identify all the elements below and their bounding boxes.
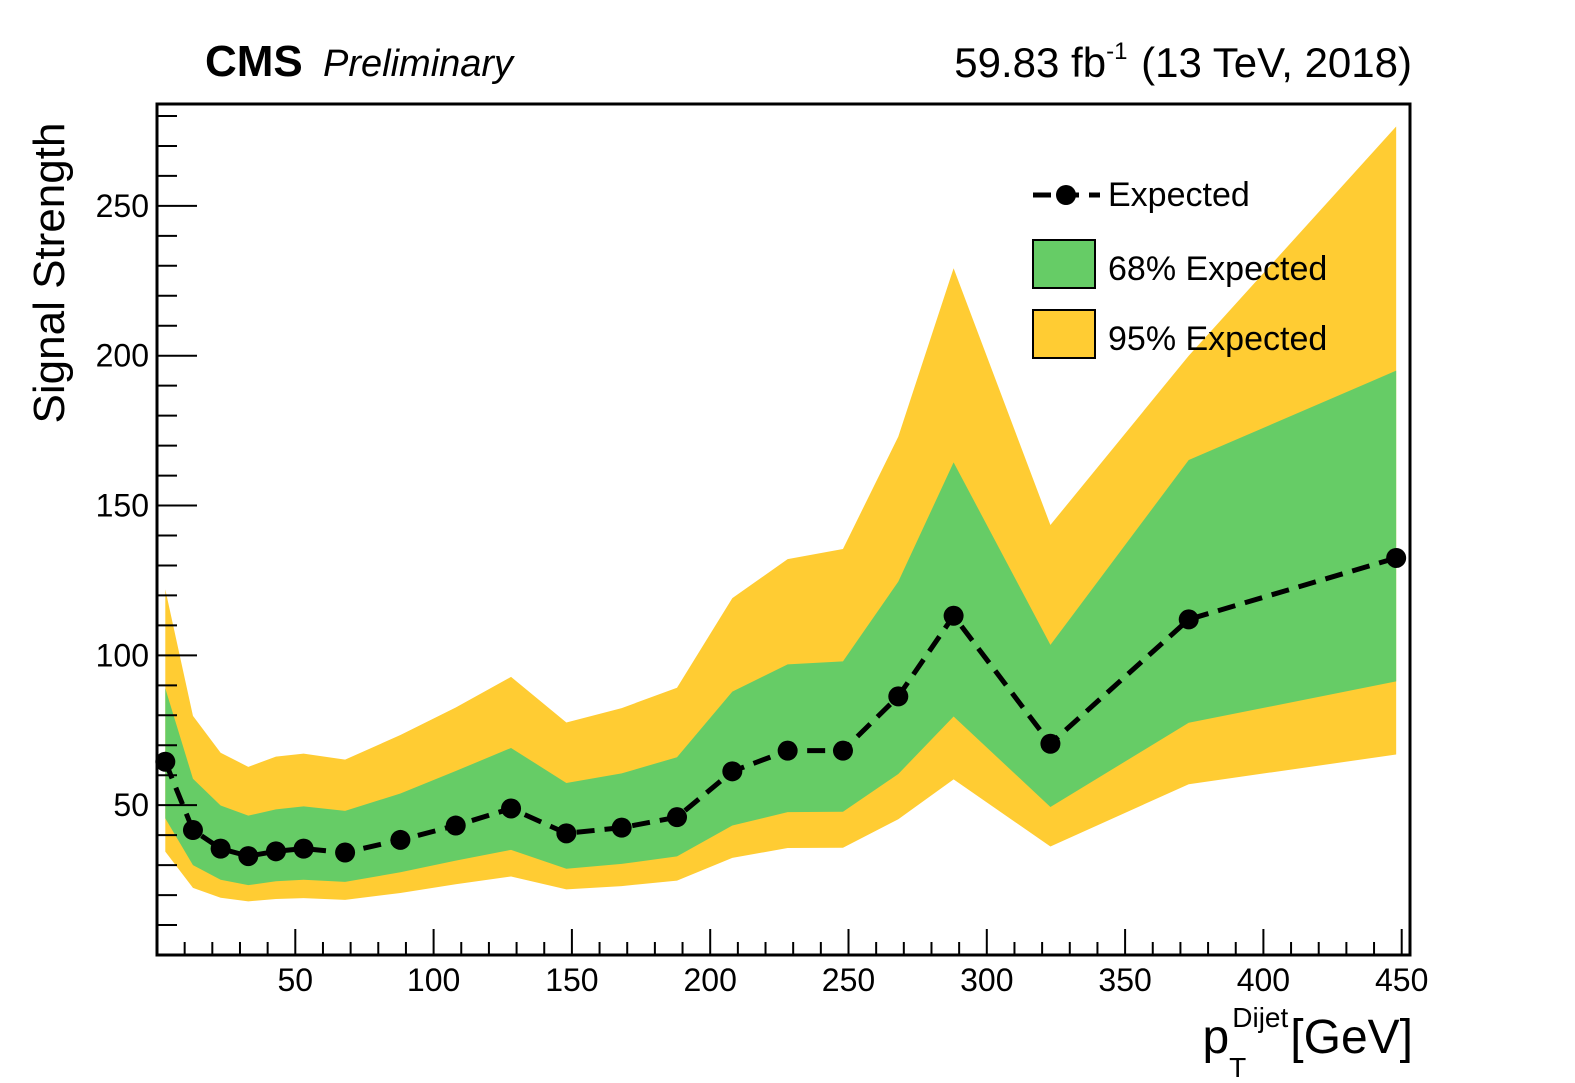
y-tick-label: 100	[96, 637, 149, 673]
plot-frame	[155, 102, 1412, 957]
expected-point	[888, 686, 909, 707]
expected-point	[943, 605, 964, 626]
y-tick-label: 150	[96, 488, 149, 524]
expected-point	[182, 820, 203, 841]
expected-series	[155, 547, 1407, 867]
x-tick-label: 100	[407, 962, 460, 998]
legend: Expected 68% Expected 95% Expected	[1032, 176, 1327, 359]
legend-68-label: 68% Expected	[1108, 250, 1327, 288]
x-tick-label: 150	[545, 962, 598, 998]
expected-point	[293, 838, 314, 859]
x-tick-label: 450	[1375, 962, 1428, 998]
lumi-tail: (13 TeV, 2018)	[1141, 39, 1412, 86]
band-68-expected	[165, 370, 1397, 886]
expected-point	[667, 807, 688, 828]
expected-point	[777, 740, 798, 761]
expected-point	[1040, 733, 1061, 754]
bands-layer	[165, 126, 1397, 902]
expected-point	[390, 829, 411, 850]
legend-expected-marker	[1056, 185, 1076, 205]
expected-point	[445, 815, 466, 836]
legend-expected-label: Expected	[1108, 176, 1250, 214]
expected-point	[1178, 609, 1199, 630]
expected-point	[611, 817, 632, 838]
expected-point	[1386, 547, 1407, 568]
x-tick-label: 300	[960, 962, 1013, 998]
legend-95-swatch	[1032, 309, 1096, 359]
x-axis-label-superscript: Dijet	[1232, 1002, 1289, 1033]
x-tick-label: 50	[278, 962, 314, 998]
experiment-label: CMS Preliminary	[205, 40, 513, 84]
expected-point	[832, 740, 853, 761]
x-tick-label: 400	[1237, 962, 1290, 998]
status-label: Preliminary	[323, 43, 514, 85]
y-tick-label: 50	[113, 787, 149, 823]
x-tick-label: 250	[822, 962, 875, 998]
legend-95-label: 95% Expected	[1108, 320, 1327, 358]
x-tick-label: 200	[684, 962, 737, 998]
y-tick-label: 250	[96, 188, 149, 224]
axis-ticks	[157, 114, 1403, 955]
expected-point	[155, 751, 176, 772]
expected-point	[238, 846, 259, 867]
lumi-value: 59.83 fb	[954, 39, 1107, 86]
expected-point	[210, 838, 231, 859]
x-tick-label: 350	[1098, 962, 1151, 998]
lumi-exponent: -1	[1106, 38, 1128, 65]
expected-point	[501, 798, 522, 819]
y-tick-label: 200	[96, 338, 149, 374]
experiment-name: CMS	[205, 37, 303, 86]
x-axis-label: pT Dijet[GeV]	[1202, 1002, 1413, 1083]
x-axis-label-main: p	[1202, 1011, 1230, 1064]
tick-labels: 50 100 150 200 250 300 350 400 450 50 100 150 200 250	[96, 188, 1429, 998]
x-axis-label-unit: [GeV]	[1290, 1011, 1413, 1064]
luminosity-label: 59.83 fb-1 (13 TeV, 2018)	[954, 40, 1412, 84]
expected-point	[265, 841, 286, 862]
legend-68-swatch	[1032, 239, 1096, 289]
x-axis-label-subscript: T	[1229, 1052, 1247, 1083]
expected-point	[722, 761, 743, 782]
expected-point	[556, 823, 577, 844]
y-axis-label: Signal Strength	[25, 122, 74, 424]
expected-point	[335, 842, 356, 863]
